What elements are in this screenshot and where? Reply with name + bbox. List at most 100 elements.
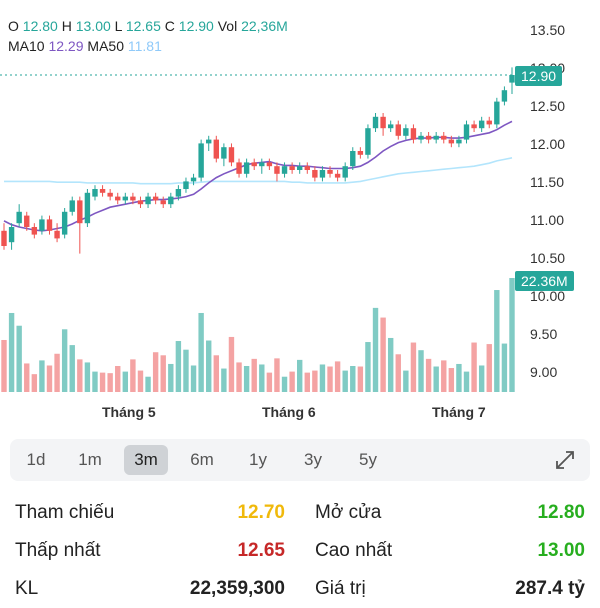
candle bbox=[327, 166, 333, 178]
candle bbox=[441, 132, 447, 144]
candle bbox=[236, 158, 242, 178]
candle bbox=[274, 162, 280, 182]
ma50-value: 11.81 bbox=[127, 38, 162, 54]
volume-bar bbox=[486, 344, 492, 392]
candle bbox=[297, 162, 303, 174]
candle bbox=[54, 223, 60, 243]
candle-body bbox=[61, 211, 68, 235]
range-6m[interactable]: 6m bbox=[190, 450, 214, 469]
volume-bar bbox=[403, 370, 409, 392]
candle-body bbox=[152, 196, 159, 201]
range-1y[interactable]: 1y bbox=[249, 450, 267, 469]
candle-body bbox=[441, 135, 447, 140]
y-tick-10-50: 10.50 bbox=[530, 250, 566, 266]
last-volume-badge: 22.36M bbox=[515, 271, 574, 291]
volume-bar bbox=[289, 371, 295, 392]
candle-body bbox=[251, 162, 257, 167]
stat-value: Giá trị 287.4 tỷ bbox=[315, 578, 585, 608]
volume-bar bbox=[8, 312, 15, 392]
close-value: 12.90 bbox=[178, 18, 214, 34]
volume-bar bbox=[357, 366, 364, 392]
chart-canvas[interactable] bbox=[0, 0, 600, 430]
candle bbox=[259, 158, 265, 174]
stat-reference-label: Tham chiếu bbox=[15, 502, 115, 523]
candle bbox=[145, 192, 151, 208]
expand-icon[interactable] bbox=[554, 449, 576, 471]
candle bbox=[403, 124, 409, 140]
candle-body bbox=[357, 151, 364, 155]
volume-bar bbox=[107, 373, 113, 392]
candle-body bbox=[145, 196, 151, 205]
volume-bar bbox=[418, 350, 424, 392]
candle bbox=[281, 162, 288, 178]
volume-bar bbox=[297, 359, 303, 392]
volume-bar bbox=[130, 359, 136, 392]
candle-body bbox=[418, 135, 424, 140]
volume-bar bbox=[433, 366, 439, 392]
candle bbox=[312, 166, 318, 182]
range-5y[interactable]: 5y bbox=[359, 450, 377, 469]
x-tick-thang-5: Tháng 5 bbox=[102, 404, 156, 420]
candle bbox=[39, 215, 45, 235]
candle-body bbox=[266, 162, 273, 167]
stat-low-label: Thấp nhất bbox=[15, 540, 101, 561]
volume-bar bbox=[213, 355, 219, 392]
volume-bar bbox=[99, 372, 106, 392]
y-tick-11-00: 11.00 bbox=[530, 212, 564, 228]
candle-body bbox=[221, 147, 227, 159]
candle-body bbox=[243, 162, 250, 174]
candle-body bbox=[206, 139, 212, 144]
candle bbox=[122, 192, 129, 205]
candle bbox=[395, 120, 401, 140]
candle bbox=[304, 162, 310, 174]
candle-body bbox=[509, 75, 515, 83]
range-3y[interactable]: 3y bbox=[304, 450, 322, 469]
volume-layer bbox=[1, 278, 515, 392]
x-tick-thang-6: Tháng 6 bbox=[262, 404, 316, 420]
volume-bar bbox=[61, 329, 68, 392]
volume-bar bbox=[342, 370, 348, 392]
stat-open: Mở cửa 12.80 bbox=[315, 502, 585, 532]
volume-bar bbox=[448, 368, 455, 392]
range-1m[interactable]: 1m bbox=[78, 450, 102, 469]
stat-value-value: 287.4 tỷ bbox=[515, 578, 585, 599]
y-tick-11-50: 11.50 bbox=[530, 174, 564, 190]
stat-volume-value: 22,359,300 bbox=[189, 578, 285, 599]
candle bbox=[206, 135, 212, 151]
y-tick-9-50: 9.50 bbox=[530, 326, 558, 342]
range-1d[interactable]: 1d bbox=[26, 450, 46, 469]
candle bbox=[372, 113, 379, 132]
candle bbox=[213, 135, 219, 163]
candle-body bbox=[486, 120, 492, 125]
volume-bar bbox=[243, 365, 250, 392]
candle-body bbox=[319, 170, 326, 178]
volume-bar bbox=[380, 317, 386, 392]
y-tick-10-00: 10.00 bbox=[530, 288, 566, 304]
low-label: L bbox=[114, 18, 122, 34]
volume-bar bbox=[77, 359, 83, 392]
candle-body bbox=[54, 230, 60, 239]
candle-body bbox=[175, 189, 182, 197]
candle bbox=[183, 177, 189, 193]
candle-body bbox=[380, 116, 386, 129]
candle-body bbox=[115, 196, 121, 201]
volume-bar bbox=[251, 358, 257, 392]
candle-body bbox=[31, 227, 38, 235]
y-tick-12-50: 12.50 bbox=[530, 98, 566, 114]
candle-body bbox=[501, 90, 508, 102]
candle bbox=[289, 162, 295, 174]
open-value: 12.80 bbox=[22, 18, 58, 34]
price-chart[interactable]: O 12.80 H 13.00 L 12.65 C 12.90 Vol 22,3… bbox=[0, 0, 600, 430]
candle-body bbox=[259, 162, 265, 167]
candle bbox=[228, 143, 235, 167]
volume-bar bbox=[274, 358, 280, 392]
last-price-badge: 12.90 bbox=[515, 66, 563, 86]
candle-body bbox=[425, 135, 432, 140]
range-3m[interactable]: 3m bbox=[124, 445, 168, 475]
stat-open-label: Mở cửa bbox=[315, 502, 382, 523]
volume-bar bbox=[327, 366, 333, 392]
candle bbox=[456, 135, 462, 148]
ma50-line bbox=[4, 157, 513, 185]
volume-bar bbox=[410, 342, 417, 392]
volume-bar bbox=[1, 339, 7, 392]
